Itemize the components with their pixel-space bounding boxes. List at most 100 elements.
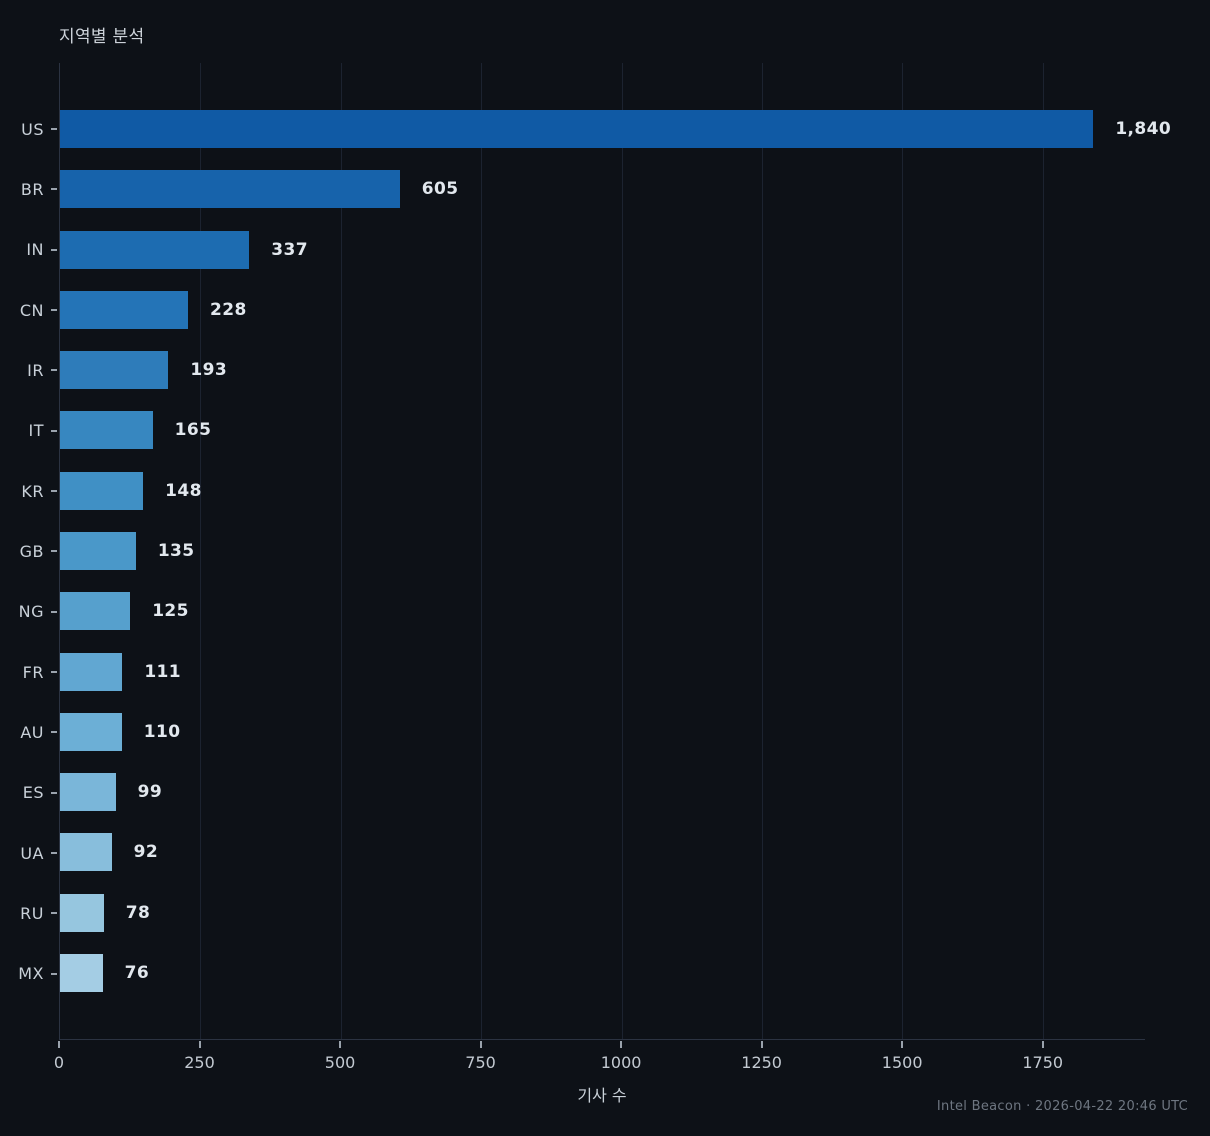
x-tick-label: 500 xyxy=(324,1053,356,1072)
bar-value-label: 148 xyxy=(165,480,202,501)
gridline xyxy=(481,63,483,1039)
bar-it xyxy=(60,411,153,450)
bar-row: 92 xyxy=(60,822,1145,882)
category-label-es: ES xyxy=(22,783,44,803)
x-tick-label: 1250 xyxy=(741,1053,782,1072)
bar-mx xyxy=(60,953,103,992)
bar-fr xyxy=(60,652,123,691)
category-label-kr: KR xyxy=(21,481,44,501)
y-label-row: FR xyxy=(0,642,59,702)
bar-in xyxy=(60,230,250,269)
bar-value-label: 193 xyxy=(190,360,228,381)
x-tick-mark xyxy=(339,1041,342,1048)
y-tick-mark xyxy=(51,248,57,251)
bar-value-label: 125 xyxy=(152,601,189,622)
x-tick-label: 750 xyxy=(465,1053,496,1072)
y-label-row: IT xyxy=(0,401,59,461)
x-tick-label: 250 xyxy=(184,1053,215,1072)
category-label-fr: FR xyxy=(22,662,44,682)
bar-ng xyxy=(60,592,131,631)
bar-value-label: 99 xyxy=(137,782,163,803)
x-tick-mark xyxy=(198,1041,201,1048)
y-tick-mark xyxy=(51,912,57,915)
x-tick-label: 0 xyxy=(53,1053,65,1072)
bar-value-label: 78 xyxy=(125,902,151,923)
y-label-row: IN xyxy=(0,220,59,280)
chart-title: 지역별 분석 xyxy=(59,27,145,47)
bar-row: 337 xyxy=(60,220,1145,280)
category-label-us: US xyxy=(21,119,44,139)
y-tick-mark xyxy=(51,429,57,432)
category-label-gb: GB xyxy=(19,541,44,561)
x-tick-mark xyxy=(901,1041,904,1048)
bar-value-label: 165 xyxy=(174,420,212,441)
category-label-au: AU xyxy=(20,722,44,742)
y-tick-mark xyxy=(51,731,57,734)
bar-value-label: 110 xyxy=(143,721,181,742)
gridline xyxy=(902,63,904,1039)
y-label-row: AU xyxy=(0,702,59,762)
gridline xyxy=(621,63,623,1039)
x-tick-mark xyxy=(760,1041,763,1048)
y-label-row: US xyxy=(0,99,59,159)
bar-row: 76 xyxy=(60,943,1145,1003)
y-tick-mark xyxy=(51,490,57,493)
y-tick-mark xyxy=(51,309,57,312)
bar-row: 228 xyxy=(60,280,1145,340)
y-tick-mark xyxy=(51,128,57,131)
bar-row: 78 xyxy=(60,882,1145,942)
bar-rows: 1,840 605 337 228 193 165 148 135 125 111 110 99 92 7… xyxy=(60,63,1171,1039)
bar-row: 125 xyxy=(60,581,1145,641)
x-tick-label: 1000 xyxy=(600,1053,642,1072)
gridline xyxy=(1042,63,1044,1039)
bar-row: 110 xyxy=(60,702,1145,762)
bar-row: 605 xyxy=(60,159,1145,219)
footer-attribution: Intel Beacon · 2026-04-22 20:46 UTC xyxy=(936,1099,1188,1114)
bar-es xyxy=(60,773,116,812)
y-label-row: GB xyxy=(0,521,59,581)
category-label-ru: RU xyxy=(20,903,44,923)
category-label-br: BR xyxy=(20,179,44,199)
y-label-row: RU xyxy=(0,883,59,943)
bar-row: 148 xyxy=(60,461,1145,521)
category-label-in: IN xyxy=(26,240,44,260)
x-tick-label: 1500 xyxy=(881,1053,923,1072)
x-axis: 0 250 500 750 1000 1250 1500 1750 xyxy=(54,1040,1145,1082)
y-tick-mark xyxy=(51,972,57,975)
y-tick-mark xyxy=(51,610,57,613)
bar-value-label: 135 xyxy=(157,540,195,561)
bar-gb xyxy=(60,531,136,570)
bar-row: 111 xyxy=(60,641,1145,701)
bar-value-label: 228 xyxy=(210,299,247,320)
plot-area: 1,840 605 337 228 193 165 148 135 125 111 110 99 92 7… xyxy=(59,63,1171,1040)
bar-value-label: 92 xyxy=(133,842,159,863)
bar-row: 1,840 xyxy=(60,99,1171,159)
y-tick-mark xyxy=(51,791,57,794)
bar-row: 135 xyxy=(60,521,1145,581)
gridline xyxy=(200,63,202,1039)
bar-value-label: 111 xyxy=(144,661,182,682)
bar-ir xyxy=(60,351,169,390)
x-axis-title: 기사 수 xyxy=(577,1086,627,1105)
x-tick-mark xyxy=(479,1041,482,1048)
category-label-ir: IR xyxy=(27,360,44,380)
category-label-it: IT xyxy=(28,421,44,441)
bar-row: 99 xyxy=(60,762,1145,822)
x-tick-label: 1750 xyxy=(1022,1053,1064,1072)
bar-value-label: 1,840 xyxy=(1115,119,1172,140)
x-tick-mark xyxy=(1041,1041,1044,1048)
bar-cn xyxy=(60,290,189,329)
category-label-ng: NG xyxy=(18,602,44,622)
bar-row: 165 xyxy=(60,400,1145,460)
bar-value-label: 605 xyxy=(421,179,459,200)
bar-ua xyxy=(60,833,112,872)
bar-br xyxy=(60,170,400,209)
bar-row: 193 xyxy=(60,340,1145,400)
y-label-row: MX xyxy=(0,944,59,1004)
x-tick-mark xyxy=(58,1041,60,1048)
y-label-row: NG xyxy=(0,582,59,642)
bar-ru xyxy=(60,893,104,932)
y-tick-mark xyxy=(51,852,57,855)
y-label-row: KR xyxy=(0,461,59,521)
bar-us xyxy=(60,110,1094,149)
